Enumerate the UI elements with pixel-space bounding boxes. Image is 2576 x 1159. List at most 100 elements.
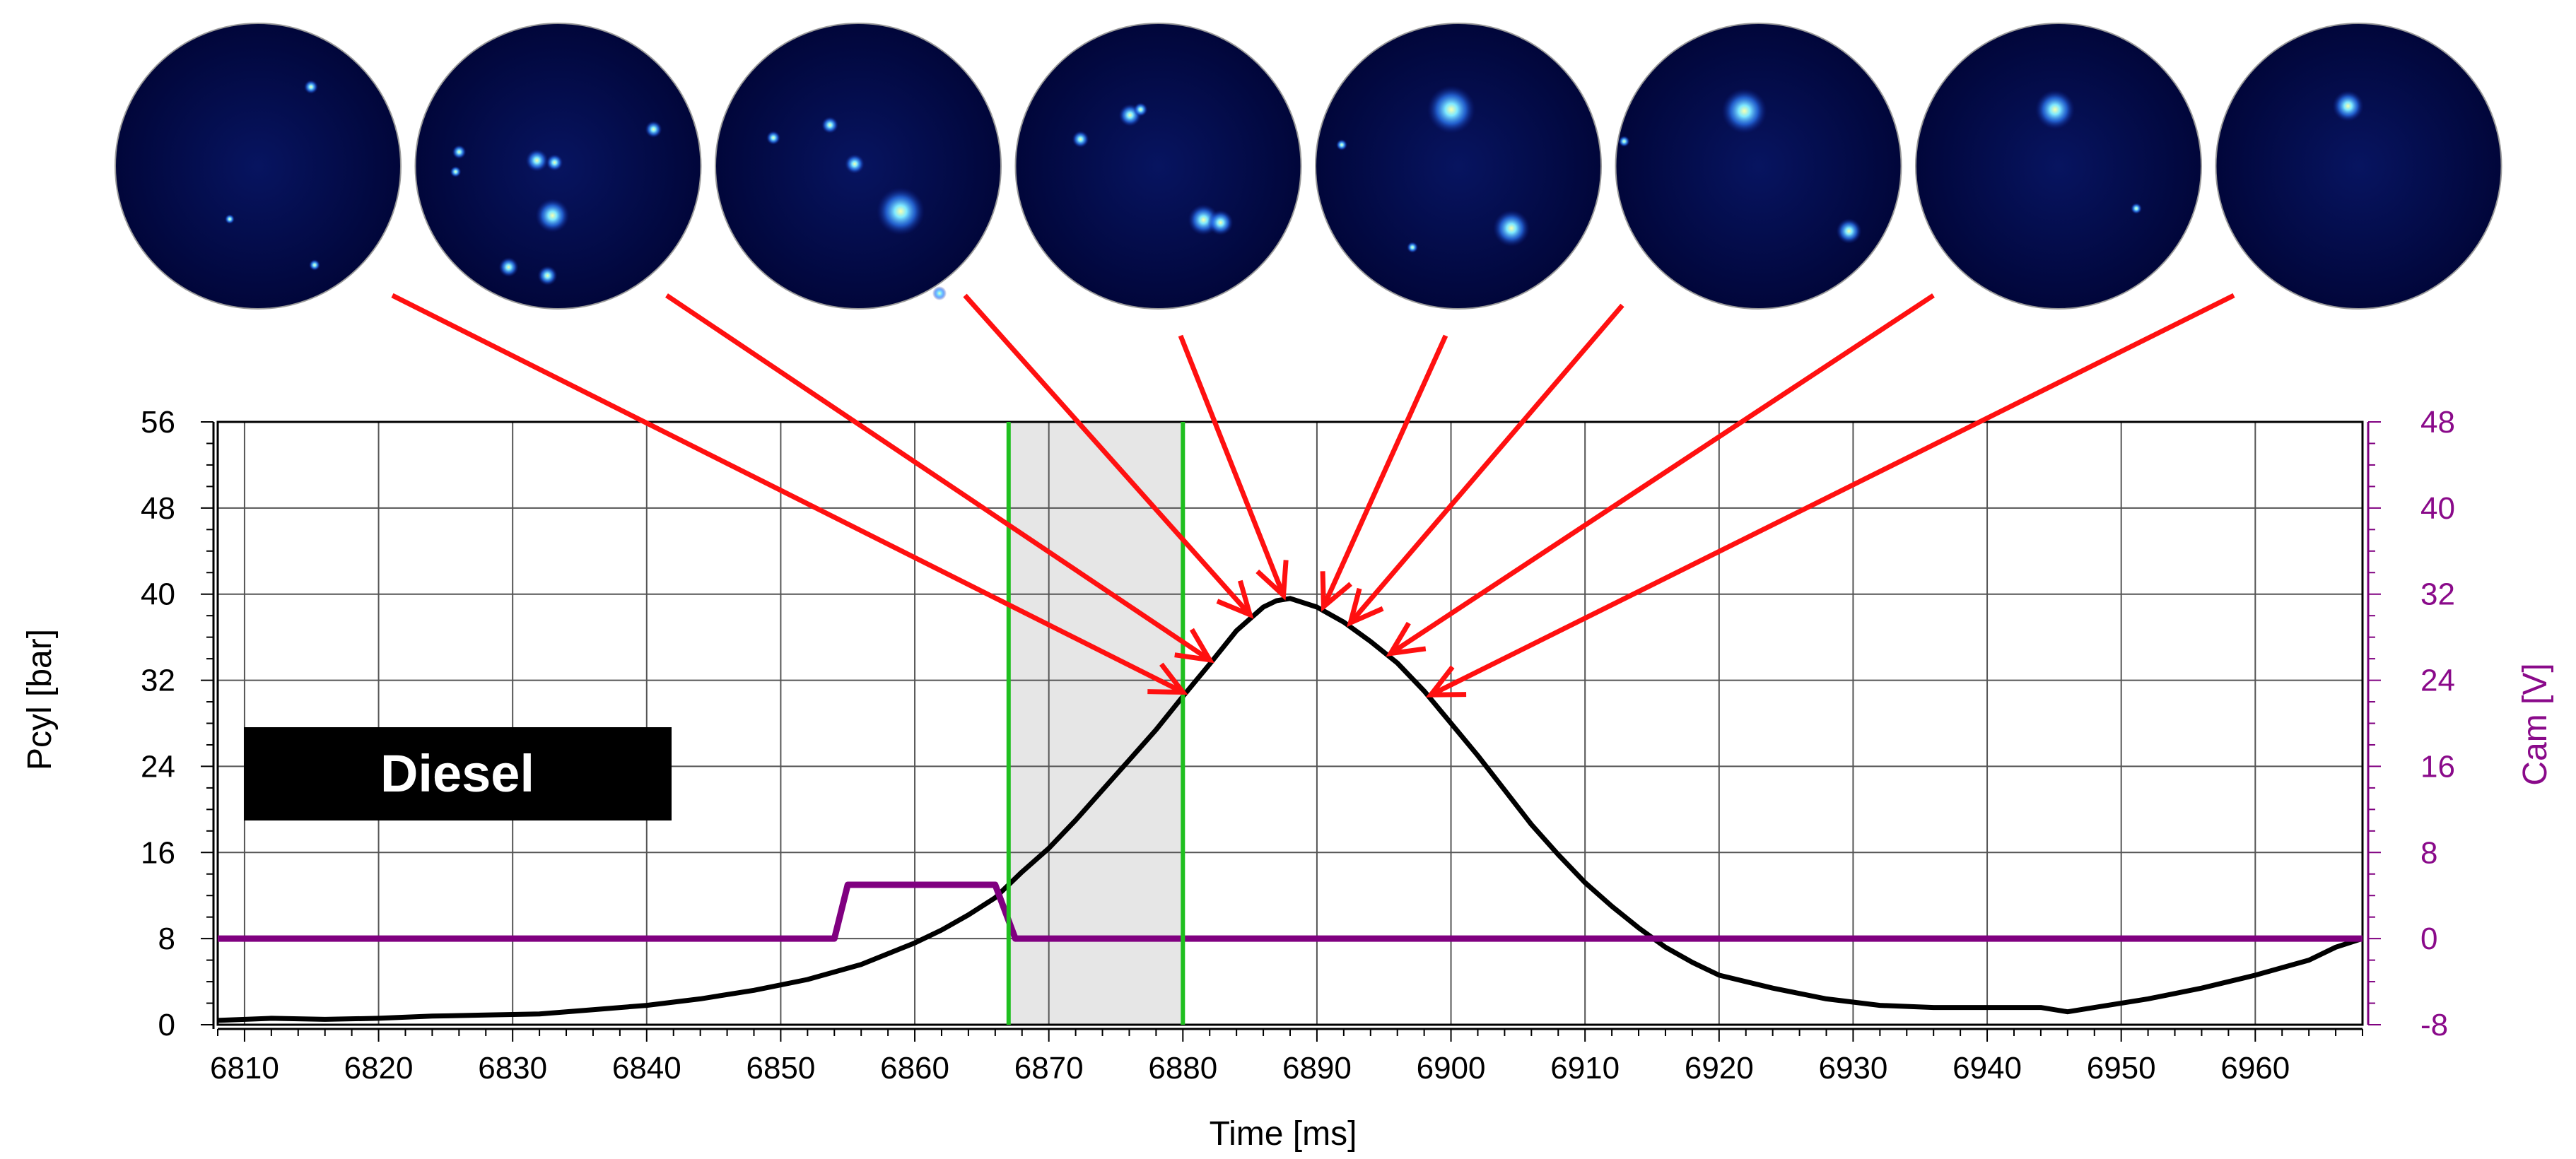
combustion-image [115,23,402,310]
image-arrowhead [1255,560,1289,601]
flame-spot [766,131,780,145]
x-tick-label: 6880 [1148,1051,1217,1086]
image-arrowhead [1425,665,1467,698]
image-arrowhead [1216,580,1254,619]
y-axis-left-title: Pcyl [bar] [21,629,59,770]
x-tick-label: 6950 [2087,1051,2156,1086]
combustion-image-row [115,23,2502,310]
image-arrowhead [1386,621,1427,657]
flame-spot [2131,203,2142,214]
image-disc [1315,23,1602,310]
flame-spot [225,214,235,224]
flame-spot [1618,136,1630,147]
image-arrow [1348,303,1624,625]
x-tick-label: 6830 [478,1051,547,1086]
x-tick-label: 6960 [2220,1051,2290,1086]
image-arrow [391,293,1184,695]
series-layer [217,596,2364,1023]
flame-spot [450,166,462,177]
flame-spot [525,149,549,172]
y-left-tick-label: 24 [141,749,175,784]
cam-signal-line [218,881,2363,942]
x-tick-label: 6810 [210,1051,279,1086]
image-arrow [1178,334,1286,596]
x-axis-title: Time [ms] [1210,1115,1357,1153]
flame-spot [1407,242,1418,253]
y-right-tick-label: 8 [2420,835,2437,870]
flame-spot [537,266,558,286]
combustion-image [1315,23,1602,310]
y-axis-left: 0 8 16 24 32 40 48 56 [141,405,215,1042]
flame-spot [877,187,925,235]
image-arrow [1429,293,2235,698]
flame-spot [2035,90,2075,129]
flame-spot [1336,139,1347,151]
combustion-image [1915,23,2202,310]
y-left-tick-label: 32 [141,664,175,698]
y-axis-right: -8 0 8 16 24 32 40 48 [2367,405,2455,1042]
highlight-region [1008,422,1183,1025]
y-right-tick-label: 32 [2420,577,2455,612]
y-right-tick-label: 0 [2420,922,2437,956]
flame-spot [1493,210,1530,247]
flame-spot [309,259,320,271]
image-disc [1014,23,1302,310]
image-arrows [391,293,2235,698]
flame-spot [1427,86,1475,134]
y-right-tick-label: 48 [2420,405,2455,440]
x-tick-label: 6840 [612,1051,681,1086]
y-right-tick-label: 16 [2420,749,2455,784]
x-tick-label: 6930 [1818,1051,1887,1086]
image-arrowhead [1174,628,1214,664]
grid [218,421,2363,1025]
flame-spot [1836,218,1862,244]
flame-spot [645,121,662,138]
flame-spot [932,286,947,300]
image-arrowhead [1320,571,1352,612]
y-left-tick-label: 40 [141,577,175,612]
x-axis: 6810 6820 6830 6840 6850 6860 6870 6880 6890 6900… [210,1028,2363,1086]
y-right-tick-label: -8 [2420,1008,2448,1042]
x-tick-label: 6890 [1282,1051,1352,1086]
flame-spot [1721,88,1767,134]
x-tick-label: 6850 [746,1051,815,1086]
plot-frame [216,420,2364,1026]
image-arrow [1389,293,1935,656]
fuel-label: Diesel [380,744,534,803]
image-arrow [963,293,1252,617]
flame-spot [535,199,570,233]
combustion-image [414,23,702,310]
flame-spot [304,80,318,94]
flame-spot [845,154,865,174]
y-right-tick-label: 40 [2420,491,2455,526]
combustion-image [2215,23,2502,310]
combustion-image [1014,23,1302,310]
x-tick-label: 6920 [1685,1051,1754,1086]
image-disc [2215,23,2502,310]
image-arrowhead [1347,587,1384,628]
flame-spot [498,257,519,277]
plot-area: 6810 6820 6830 6840 6850 6860 6870 6880 6890 6900… [141,293,2455,1086]
flame-spot [1207,210,1234,235]
y-left-tick-label: 0 [158,1008,175,1042]
x-tick-label: 6820 [344,1051,414,1086]
combustion-image [1615,23,1902,310]
flame-spot [1072,131,1089,148]
flame-spot [821,117,838,134]
x-tick-label: 6900 [1417,1051,1486,1086]
y-left-tick-label: 48 [141,491,175,526]
flame-spot [452,145,467,159]
y-left-tick-label: 16 [141,835,175,870]
image-arrowhead [1147,662,1188,695]
x-tick-label: 6870 [1014,1051,1084,1086]
combustion-image [715,23,1002,310]
x-tick-label: 6860 [880,1051,949,1086]
image-disc [1915,23,2202,310]
image-disc [1615,23,1902,310]
y-axis-right-title: Cam [V] [2517,663,2554,785]
y-right-tick-label: 24 [2420,664,2455,698]
flame-spot [546,154,563,171]
x-tick-label: 6940 [1953,1051,2022,1086]
flame-spot [1133,102,1148,117]
